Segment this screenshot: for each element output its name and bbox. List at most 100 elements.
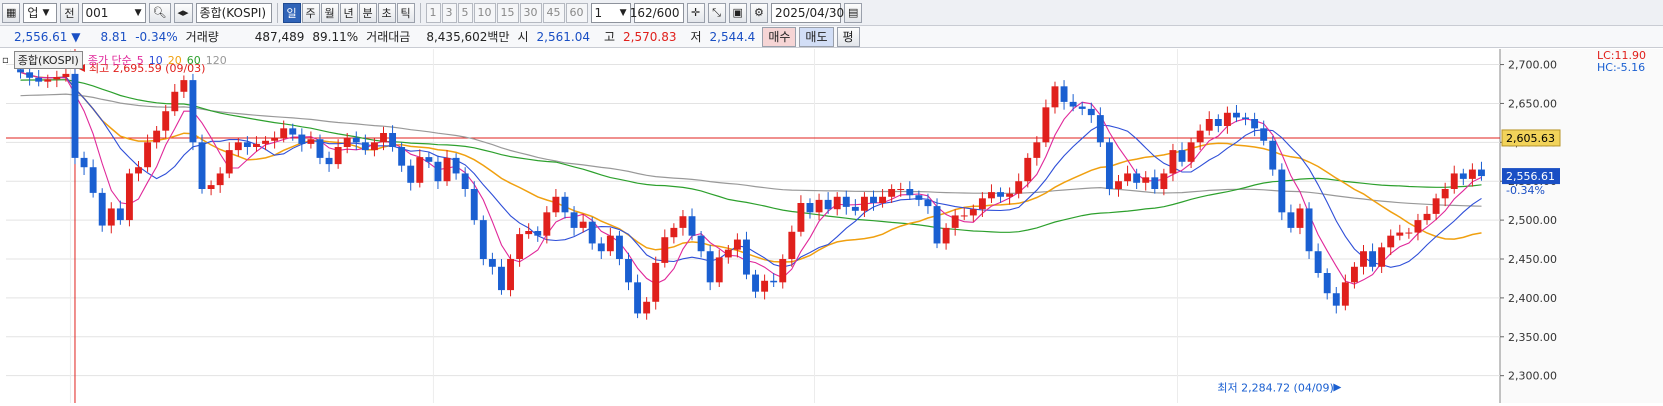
interval-button-45[interactable]: 45 — [542, 2, 565, 23]
candle-body — [62, 73, 70, 77]
high-annotation: 최고 2,695.59 (09/03) — [89, 62, 206, 75]
candle-body — [969, 209, 977, 216]
code-input[interactable]: 001 ▼ — [81, 2, 146, 23]
candle-body — [1078, 106, 1086, 109]
menu-icon[interactable]: ▫ — [2, 54, 9, 66]
interval-button-10[interactable]: 10 — [473, 2, 496, 23]
candle-body — [561, 196, 569, 213]
candle-body — [1151, 177, 1159, 189]
market-type-button[interactable]: 전 — [60, 2, 79, 23]
candle-body — [661, 237, 669, 263]
interval-select[interactable]: 1 ▼ — [590, 2, 631, 23]
candle-body — [997, 192, 1004, 197]
candle-body — [107, 208, 115, 226]
interval-button-30[interactable]: 30 — [519, 2, 542, 23]
reference-badge — [1501, 129, 1561, 147]
candle-body — [1423, 213, 1431, 221]
candle-body — [951, 215, 959, 228]
candle-body — [253, 143, 260, 147]
candle-body — [479, 220, 487, 259]
market-select[interactable]: 업 ▼ — [23, 2, 58, 23]
interval-button-60[interactable]: 60 — [565, 2, 588, 23]
candle-body — [389, 133, 397, 147]
count-field[interactable]: 162/600 — [630, 2, 684, 23]
search-icon[interactable]: 🔍︎ — [148, 2, 171, 23]
candle-body — [44, 79, 52, 82]
candle-body — [634, 282, 642, 314]
current-percent-label: -0.34% — [1506, 184, 1545, 197]
volume-value: 487,489 — [254, 29, 305, 44]
quote-bar: 2,556.61 ▼ 8.81 -0.34% 거래량 487,489 89.11… — [0, 26, 1663, 48]
candlestick-chart[interactable]: 2,700.002,650.002,600.002,550.002,500.00… — [0, 49, 1663, 403]
candle-body — [207, 185, 215, 189]
candle-body — [116, 208, 124, 221]
candle-body — [615, 235, 623, 259]
ma120-line — [20, 93, 1482, 207]
interval-button-3[interactable]: 3 — [441, 2, 457, 23]
candle-body — [1042, 107, 1050, 143]
speaker-icon[interactable]: ◂▸ — [173, 2, 193, 23]
candle-body — [298, 134, 306, 144]
tab-period-3[interactable]: 년 — [339, 2, 358, 23]
candle-body — [280, 128, 288, 138]
legend-price-label: 종가 단순 — [87, 54, 132, 67]
tab-period-2[interactable]: 월 — [320, 2, 339, 23]
tab-period-0[interactable]: 일 — [282, 2, 301, 23]
candle-body — [1160, 173, 1168, 189]
candle-body — [1242, 117, 1249, 119]
candle-body — [1414, 220, 1422, 233]
candle-body — [1024, 157, 1032, 182]
open-label: 시 — [517, 30, 529, 44]
legend-name[interactable]: 종합(KOSPI) — [13, 51, 83, 69]
candle-body — [525, 231, 533, 235]
candle-body — [1006, 193, 1014, 197]
candle-body — [1069, 101, 1077, 107]
candle-body — [779, 259, 787, 283]
candle-body — [1478, 169, 1485, 177]
candle-body — [543, 212, 551, 236]
layout-icon[interactable]: ▦ — [2, 2, 21, 23]
candle-body — [1450, 173, 1458, 189]
candle-body — [407, 165, 415, 183]
tab-period-5[interactable]: 초 — [377, 2, 396, 23]
candle-body — [216, 173, 224, 186]
interval-button-5[interactable]: 5 — [457, 2, 473, 23]
candle-body — [897, 189, 905, 190]
y-tick-label: 2,700.00 — [1508, 59, 1557, 72]
cursor-icon[interactable]: ✛ — [686, 2, 705, 23]
tab-period-4[interactable]: 분 — [358, 2, 377, 23]
tab-period-1[interactable]: 주 — [301, 2, 320, 23]
volume-label: 거래량 — [185, 30, 219, 44]
interval-button-15[interactable]: 15 — [496, 2, 519, 23]
candle-body — [162, 111, 170, 131]
candle-body — [1015, 181, 1023, 194]
date-field[interactable]: 2025/04/30 — [770, 2, 844, 23]
candle-body — [1124, 173, 1132, 182]
candle-body — [198, 142, 206, 189]
candle-body — [98, 192, 106, 226]
candle-body — [761, 280, 769, 292]
candle-body — [488, 259, 496, 267]
candle-body — [443, 157, 451, 182]
candle-body — [1196, 130, 1204, 143]
eval-button[interactable]: 평 — [836, 26, 860, 47]
candle-body — [606, 235, 614, 252]
candle-body — [262, 140, 269, 144]
low-label: 저 — [690, 30, 702, 44]
candle-body — [434, 161, 442, 182]
save-icon[interactable]: ▣ — [728, 2, 747, 23]
candle-body — [1260, 128, 1268, 141]
settings-icon[interactable]: ⚙ — [749, 2, 768, 23]
chart-area[interactable]: 2,700.002,650.002,600.002,550.002,500.00… — [0, 49, 1663, 403]
ma20-line — [20, 71, 1482, 263]
buy-button[interactable]: 매수 — [762, 26, 797, 47]
candle-body — [1378, 247, 1386, 267]
sell-button[interactable]: 매도 — [799, 26, 834, 47]
zoom-icon[interactable]: ⤡ — [707, 2, 726, 23]
interval-buttons: 1 3 5 10 15 30 45 60 — [425, 2, 588, 23]
candle-body — [688, 216, 696, 236]
tab-period-6[interactable]: 틱 — [396, 2, 415, 23]
calendar-icon[interactable]: ▤ — [843, 2, 863, 23]
interval-button-1[interactable]: 1 — [425, 2, 441, 23]
